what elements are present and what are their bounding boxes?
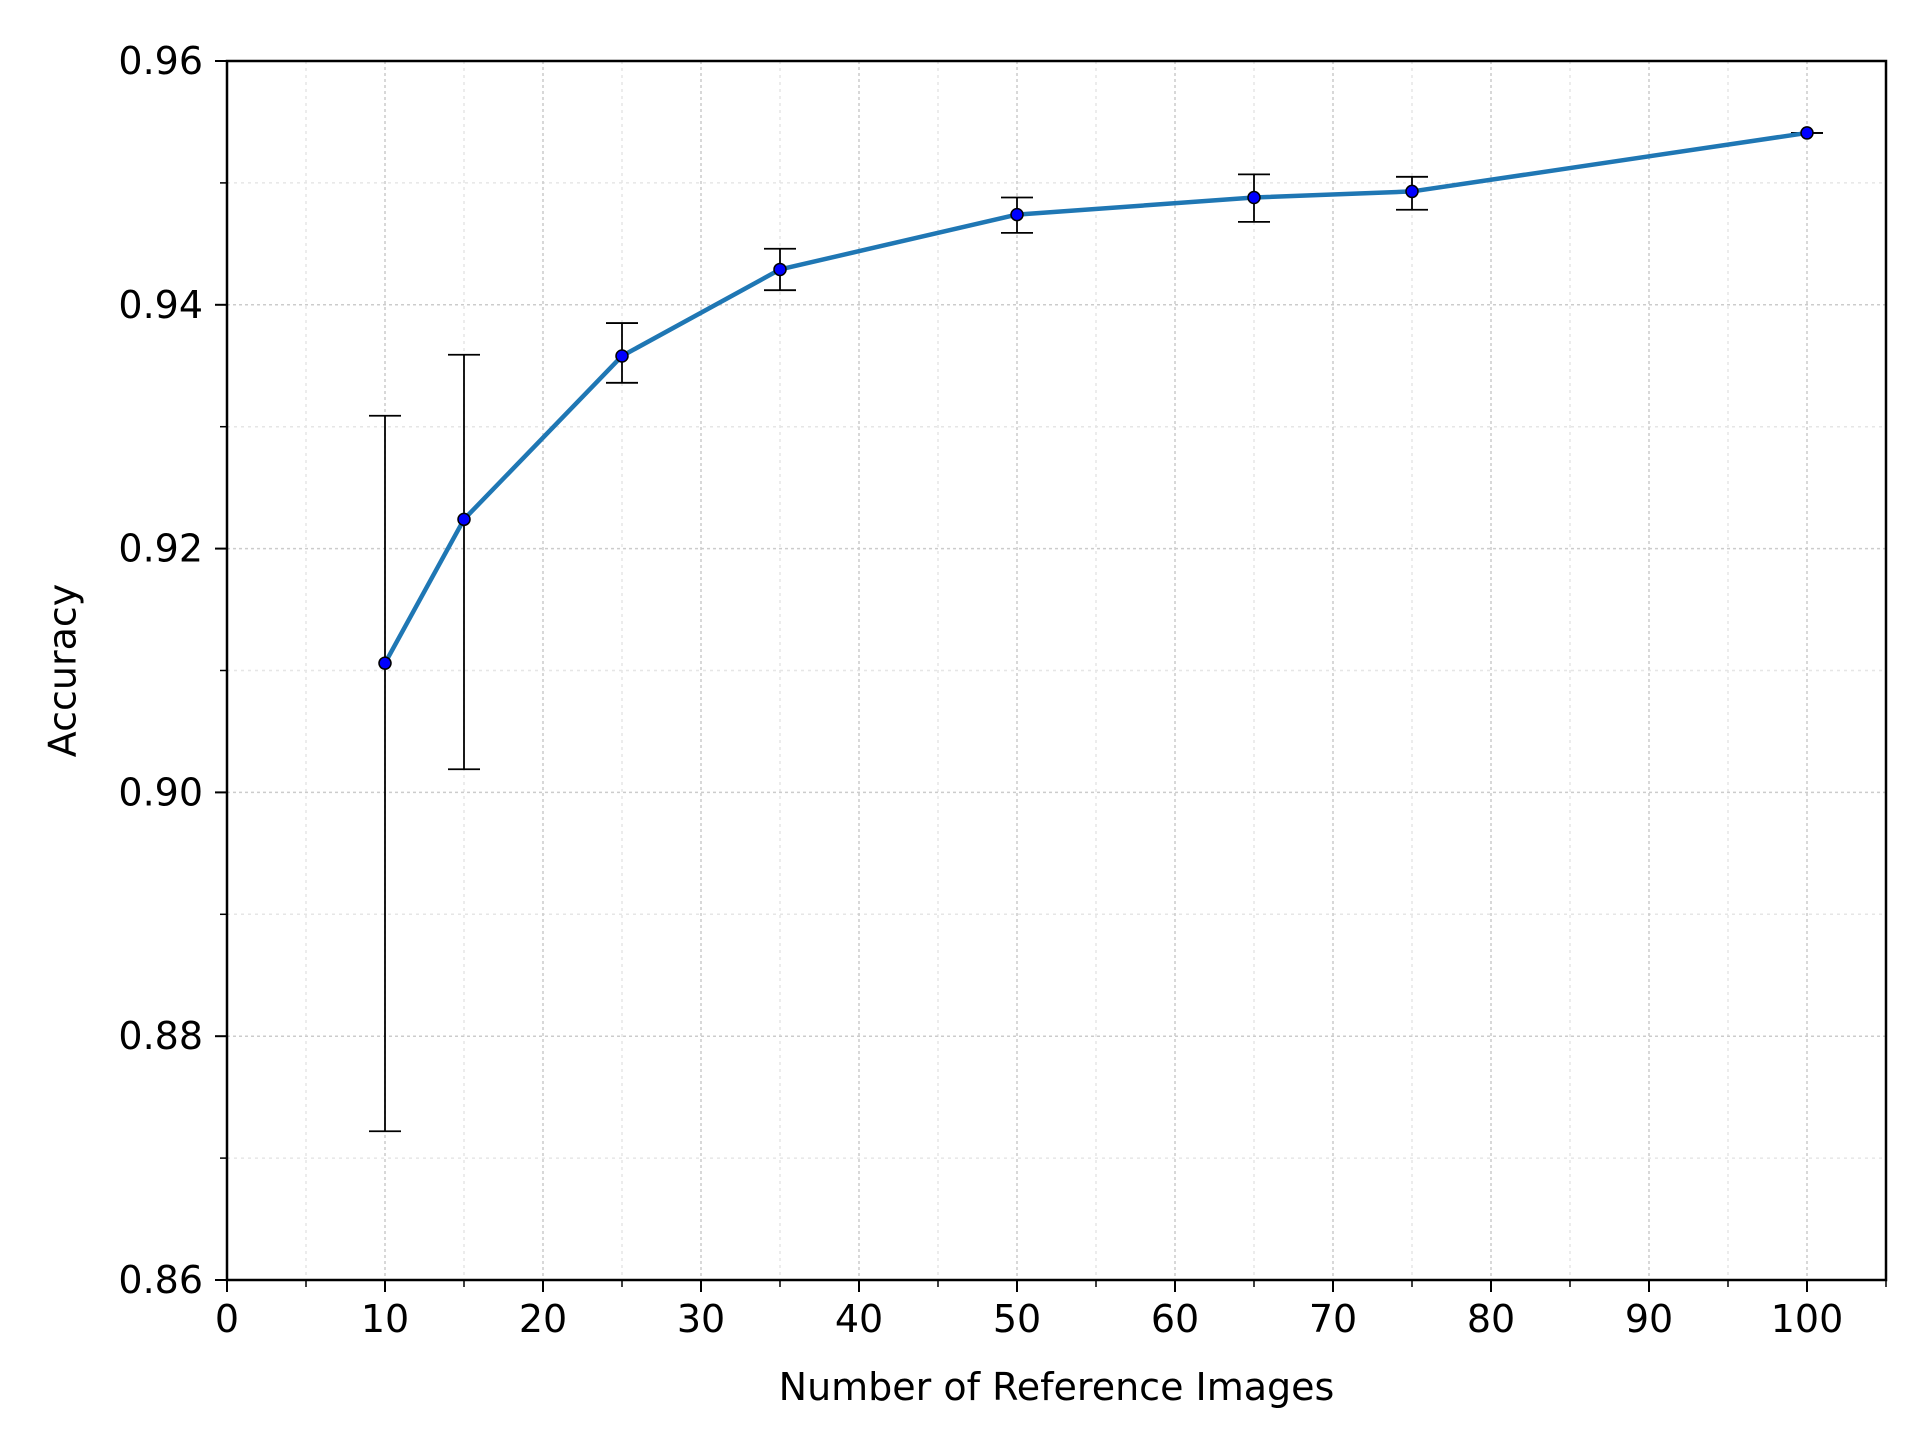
x-tick-label: 80	[1467, 1297, 1515, 1341]
x-tick-label: 100	[1771, 1297, 1844, 1341]
data-markers	[378, 126, 1814, 670]
tick-labels: 0 10 20 30 40 50 60 70 80 90 100 0.86 0.88 0.90 0.92 0.…	[118, 39, 1843, 1341]
data-point	[1247, 190, 1261, 205]
axes-frame	[225, 59, 1888, 1282]
x-tick-label: 0	[215, 1297, 239, 1341]
data-point	[1405, 184, 1419, 199]
data-point	[773, 262, 787, 277]
data-point	[457, 512, 471, 527]
y-axis-title: Accuracy	[40, 584, 84, 758]
x-tick-label: 70	[1309, 1297, 1357, 1341]
x-tick-label: 20	[519, 1297, 567, 1341]
data-point	[378, 656, 392, 670]
series-line	[382, 130, 1810, 666]
data-point	[1800, 126, 1814, 140]
axis-ticks	[215, 60, 1887, 1292]
y-tick-label: 0.92	[118, 527, 203, 571]
series-lines	[382, 130, 1810, 666]
x-tick-label: 90	[1625, 1297, 1673, 1341]
x-tick-label: 10	[361, 1297, 409, 1341]
error-bars	[369, 132, 1823, 1133]
y-tick-label: 0.94	[118, 283, 203, 327]
data-point	[1010, 207, 1024, 222]
y-tick-label: 0.86	[118, 1258, 203, 1302]
x-tick-label: 30	[677, 1297, 725, 1341]
y-tick-label: 0.88	[118, 1014, 203, 1058]
x-tick-label: 40	[835, 1297, 883, 1341]
plot-frame	[225, 59, 1888, 1282]
y-tick-label: 0.90	[118, 770, 203, 814]
x-tick-label: 50	[993, 1297, 1041, 1341]
x-tick-label: 60	[1151, 1297, 1199, 1341]
grid-lines	[226, 60, 1886, 1281]
data-point	[615, 349, 629, 363]
x-axis-title: Number of Reference Images	[779, 1365, 1335, 1409]
y-tick-label: 0.96	[118, 39, 203, 83]
